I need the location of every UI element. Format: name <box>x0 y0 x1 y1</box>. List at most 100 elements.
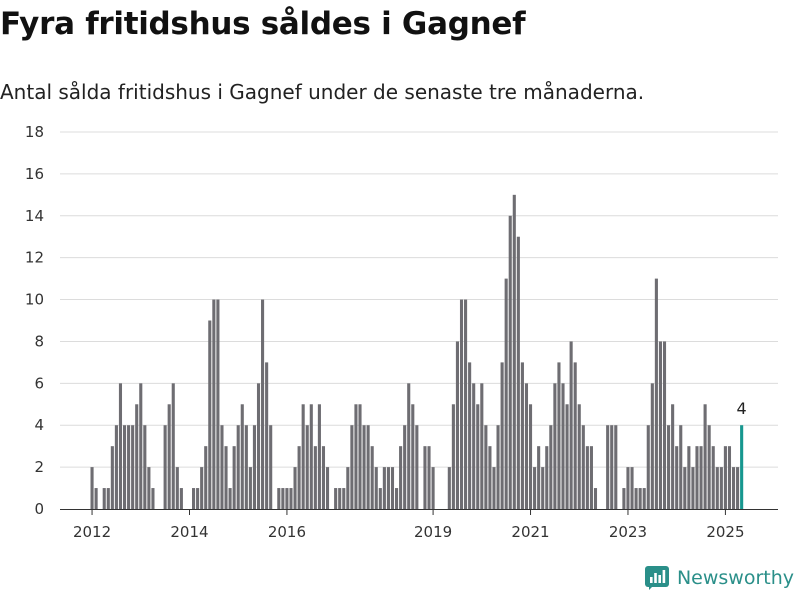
bars <box>90 194 744 509</box>
y-tick-label: 4 <box>34 416 44 434</box>
bar <box>378 488 382 509</box>
bar <box>459 299 464 509</box>
bar <box>171 383 175 509</box>
bar <box>102 488 106 509</box>
bar <box>196 488 200 509</box>
bar <box>516 236 520 509</box>
bar <box>204 446 208 509</box>
bar <box>354 404 358 509</box>
bar <box>520 362 524 509</box>
bar <box>614 425 618 509</box>
bar <box>114 425 118 509</box>
bar <box>480 383 484 509</box>
bar <box>386 467 390 509</box>
bar <box>654 278 658 509</box>
bar <box>220 425 224 509</box>
bar <box>289 488 293 509</box>
bar <box>427 446 431 509</box>
bar <box>305 425 309 509</box>
bar <box>679 425 683 509</box>
bar <box>131 425 135 509</box>
bar <box>537 446 541 509</box>
bar <box>175 467 179 509</box>
data-label-last: 4 <box>737 399 747 418</box>
bar <box>216 299 220 509</box>
bar <box>179 488 183 509</box>
y-tick-label: 8 <box>34 332 44 350</box>
bar <box>90 467 94 509</box>
bar <box>208 320 212 509</box>
bar <box>504 278 508 509</box>
bar <box>309 404 313 509</box>
bar <box>411 404 415 509</box>
bar <box>464 299 468 509</box>
bar <box>447 467 451 509</box>
bar <box>370 446 374 509</box>
brand[interactable]: Newsworthy <box>644 566 794 590</box>
bar <box>512 194 516 509</box>
newsworthy-logo-icon <box>644 566 669 590</box>
bar <box>658 341 662 509</box>
bar <box>228 488 232 509</box>
bar <box>110 446 114 509</box>
bar <box>265 362 269 509</box>
bar <box>252 425 256 509</box>
bar <box>533 467 537 509</box>
bar <box>415 425 419 509</box>
bar <box>122 425 127 509</box>
bar <box>350 425 354 509</box>
bar <box>667 425 671 509</box>
bar <box>488 446 492 509</box>
y-tick-label: 10 <box>25 291 44 309</box>
bar <box>342 488 346 509</box>
bar <box>94 488 98 509</box>
bar <box>719 467 723 509</box>
bar <box>703 404 707 509</box>
bar <box>687 446 691 509</box>
bar-chart: 0 2 4 6 8 10 12 14 16 18 2012 2014 2016 2019 2021 2023… <box>25 123 778 541</box>
bar <box>707 425 711 509</box>
bar <box>561 383 565 509</box>
bar <box>662 341 667 509</box>
bar <box>321 446 326 509</box>
bar <box>285 488 289 509</box>
bar <box>731 467 736 509</box>
bar <box>683 467 687 509</box>
bar <box>606 425 610 509</box>
bar <box>366 425 370 509</box>
x-tick-label: 2021 <box>511 523 549 541</box>
bar <box>143 425 147 509</box>
bar <box>557 362 561 509</box>
bar <box>346 467 350 509</box>
bar <box>281 488 285 509</box>
bar <box>524 383 529 509</box>
bar <box>212 299 216 509</box>
bar <box>675 446 679 509</box>
x-tick-label: 2016 <box>268 523 306 541</box>
bar <box>472 383 476 509</box>
bar <box>147 467 151 509</box>
bar <box>338 488 342 509</box>
bar <box>139 383 143 509</box>
bar <box>565 404 569 509</box>
bar <box>127 425 131 509</box>
bar <box>277 488 281 509</box>
bar <box>650 383 654 509</box>
bar <box>192 488 196 509</box>
bar <box>423 446 427 509</box>
bar <box>431 467 435 509</box>
bar <box>553 383 557 509</box>
bar <box>736 467 740 509</box>
bar <box>269 425 273 509</box>
bar <box>545 446 549 509</box>
bar <box>240 404 244 509</box>
bar <box>151 488 155 509</box>
bar <box>634 488 638 509</box>
bar <box>589 446 593 509</box>
bar <box>622 488 626 509</box>
bar <box>451 404 455 509</box>
x-tick-label: 2012 <box>73 523 111 541</box>
bar <box>200 467 204 509</box>
bar <box>711 446 715 509</box>
bar <box>325 467 330 509</box>
